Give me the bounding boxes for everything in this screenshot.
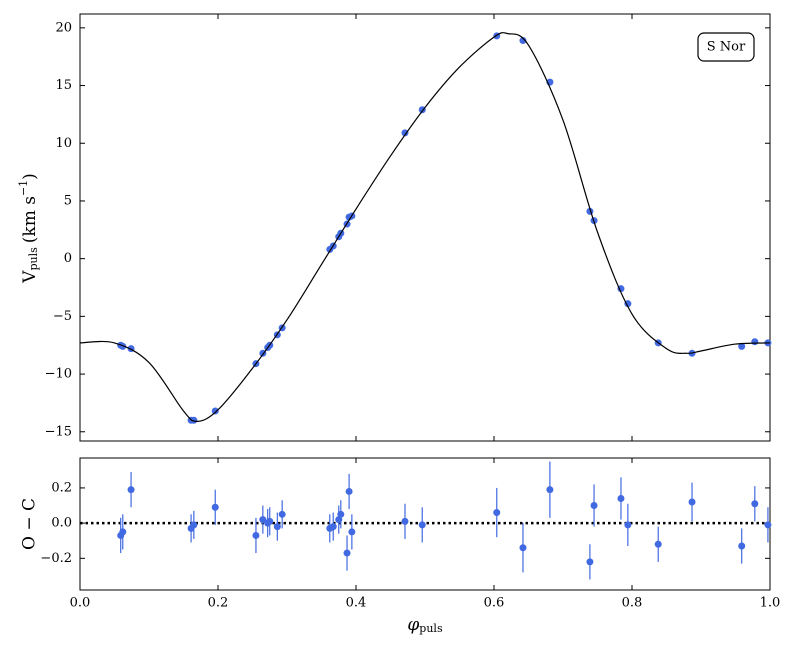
y-label-main: V	[20, 270, 40, 284]
residual-y-label: O − C	[20, 498, 40, 550]
residual-point	[418, 521, 426, 529]
y-tick-label: 15	[55, 78, 72, 93]
residual-point	[654, 540, 662, 548]
y-tick-label: 10	[55, 136, 72, 151]
residual-point	[119, 528, 127, 536]
residual-point	[266, 517, 274, 525]
y-label-close: )	[20, 173, 40, 180]
x-tick-label: 1.0	[760, 596, 781, 611]
data-point	[190, 416, 198, 424]
residual-point	[343, 549, 351, 557]
annotation-box	[697, 32, 755, 62]
top-frame	[79, 13, 771, 442]
residual-point	[546, 486, 554, 494]
x-axis-label: φpuls	[407, 615, 443, 636]
residual-point	[493, 509, 501, 517]
y-tick-label: 0	[64, 251, 72, 266]
residual-point	[586, 558, 594, 566]
annotation: S Nor	[707, 40, 746, 55]
residual-point	[688, 498, 696, 506]
y-tick-label: −0.2	[40, 551, 72, 566]
residual-point	[519, 544, 527, 552]
residual-point	[738, 542, 746, 550]
x-label-main: φ	[407, 615, 419, 635]
fit-curve	[79, 32, 771, 422]
y-tick-label: −15	[45, 424, 72, 439]
residual-point	[329, 523, 337, 531]
data-point	[519, 37, 527, 45]
residual-point	[348, 528, 356, 536]
y-tick-label: 5	[64, 193, 72, 208]
y-tick-label: 0.0	[51, 516, 72, 531]
y-axis-label: Vpuls (km s−1)	[17, 173, 40, 284]
y-label-sub: puls	[27, 247, 40, 271]
residual-point	[252, 531, 260, 539]
residual-point	[751, 500, 759, 508]
residual-point	[273, 523, 281, 531]
residual-point	[345, 487, 353, 495]
data-point	[738, 342, 746, 350]
residual-point	[624, 521, 632, 529]
data-point	[211, 407, 219, 415]
y-tick-label: 0.2	[51, 480, 72, 495]
data-point	[751, 338, 759, 346]
residual-point	[190, 521, 198, 529]
x-tick-label: 0.6	[484, 596, 505, 611]
residual-point	[278, 510, 286, 518]
x-tick-label: 0.4	[346, 596, 367, 611]
residual-point	[337, 510, 345, 518]
residual-point	[259, 516, 267, 524]
residual-point	[764, 521, 772, 529]
y-tick-label: 20	[55, 20, 72, 35]
y-label-sup: −1	[17, 180, 30, 196]
y-tick-label: −5	[53, 309, 72, 324]
residual-point	[617, 494, 625, 502]
data-point	[401, 129, 409, 137]
residual-point	[590, 502, 598, 510]
residual-point	[127, 486, 135, 494]
residual-point	[211, 503, 219, 511]
x-tick-label: 0.0	[70, 596, 91, 611]
y-tick-label: −10	[45, 367, 72, 382]
residual-point	[401, 517, 409, 525]
y-label-unit: (km s	[20, 196, 40, 243]
x-tick-label: 0.2	[208, 596, 229, 611]
x-label-sub: puls	[419, 622, 443, 635]
x-tick-label: 0.8	[622, 596, 643, 611]
